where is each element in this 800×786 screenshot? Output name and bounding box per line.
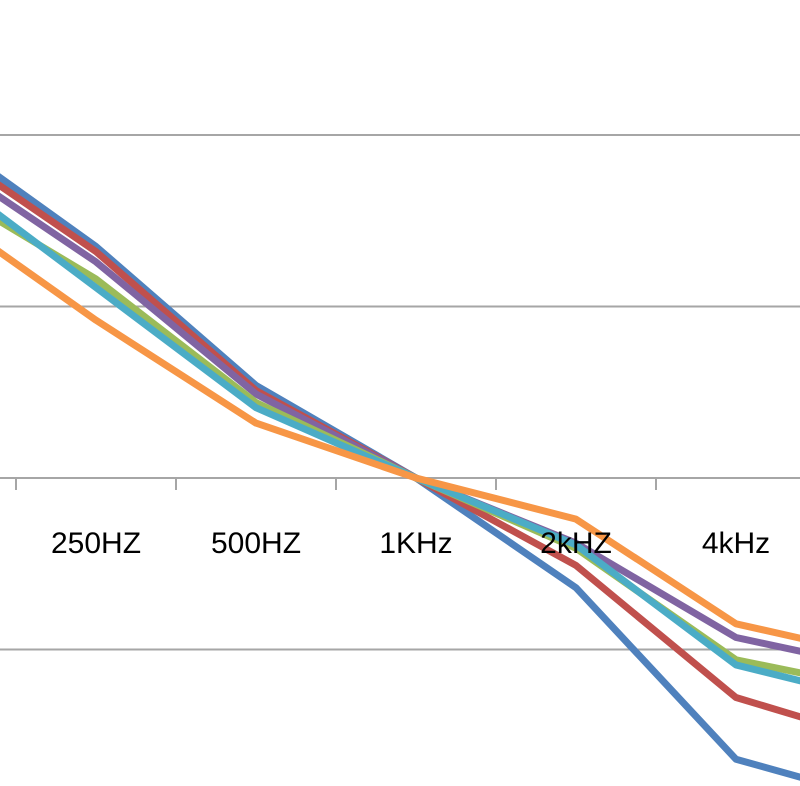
- x-tick-label: 2kHZ: [540, 527, 612, 560]
- series-line-4: [0, 217, 800, 677]
- series-lines: [0, 173, 800, 781]
- x-axis: [0, 477, 800, 490]
- series-line-3: [0, 192, 800, 655]
- x-tick-labels: 250HZ 500HZ 1KHz 2kHZ 4kHz: [51, 527, 770, 560]
- x-tick-label: 500HZ: [211, 527, 301, 560]
- series-line-2: [0, 181, 800, 721]
- series-line-1: [0, 173, 800, 781]
- x-tick-label: 4kHz: [702, 527, 770, 560]
- x-tick-label: 1KHz: [379, 527, 452, 560]
- x-tick-label: 250HZ: [51, 527, 141, 560]
- gridlines: [0, 134, 800, 651]
- series-line-6: [0, 248, 800, 642]
- series-line-5: [0, 211, 800, 685]
